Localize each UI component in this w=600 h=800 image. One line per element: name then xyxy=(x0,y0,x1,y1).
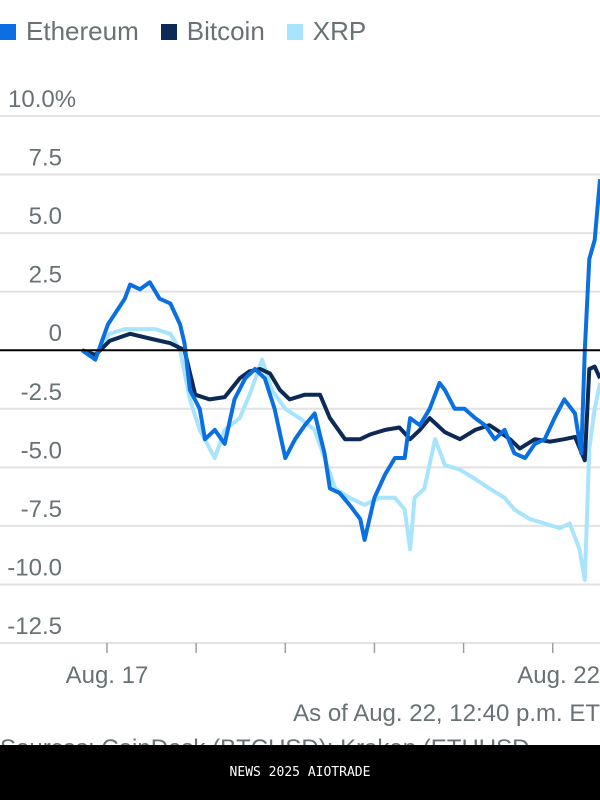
legend-item-ethereum: Ethereum xyxy=(0,16,139,47)
y-tick-label: -10.0 xyxy=(7,554,62,581)
y-tick-label: -2.5 xyxy=(21,379,62,406)
y-tick-label: -7.5 xyxy=(21,496,62,523)
y-tick-label: 0 xyxy=(49,320,62,347)
footer-watermark: NEWS 2025 AIOTRADE xyxy=(0,745,600,800)
y-tick-label: 2.5 xyxy=(29,262,62,289)
series-line-bitcoin xyxy=(81,331,600,463)
legend-item-xrp: XRP xyxy=(286,16,367,47)
series-line-xrp xyxy=(81,327,600,582)
y-tick-label: 5.0 xyxy=(29,203,62,230)
y-tick-label: -12.5 xyxy=(7,613,62,640)
legend-swatch xyxy=(286,23,303,40)
legend-label: XRP xyxy=(312,16,367,46)
line-chart: 10.0%7.55.02.50-2.5-5.0-7.5-10.0-12.5Aug… xyxy=(0,86,600,689)
legend: Ethereum Bitcoin XRP xyxy=(0,16,366,47)
legend-label: Ethereum xyxy=(26,16,139,46)
x-tick-label: Aug. 17 xyxy=(66,662,149,689)
legend-swatch xyxy=(160,23,177,40)
x-tick-label: Aug. 22 xyxy=(517,662,600,689)
legend-item-bitcoin: Bitcoin xyxy=(160,16,265,47)
y-tick-label: -5.0 xyxy=(21,437,62,464)
legend-label: Bitcoin xyxy=(186,16,265,46)
y-tick-label: 10.0% xyxy=(8,86,76,113)
series-line-ethereum xyxy=(80,179,600,542)
as-of-note: As of Aug. 22, 12:40 p.m. ET xyxy=(293,700,600,727)
y-tick-label: 7.5 xyxy=(29,145,62,172)
legend-swatch xyxy=(0,23,16,40)
